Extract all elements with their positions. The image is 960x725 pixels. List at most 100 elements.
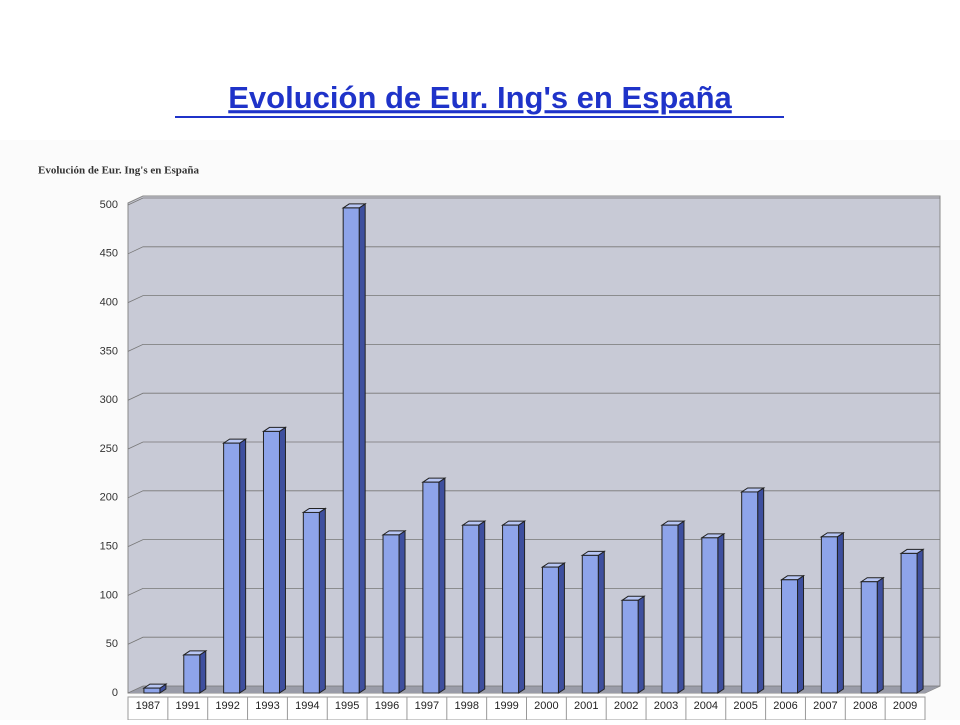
chart-title: Evolución de Eur. Ing's en España — [38, 165, 199, 177]
bar — [182, 650, 208, 694]
grid-line — [127, 490, 940, 499]
y-tick-label: 450 — [100, 248, 118, 260]
bar-face — [239, 438, 247, 694]
bar — [660, 520, 686, 694]
bar — [580, 550, 606, 694]
y-tick-label: 350 — [100, 345, 118, 357]
bar-face — [422, 481, 440, 694]
bar — [700, 532, 726, 694]
x-tick-label: 1987 — [136, 700, 160, 712]
bar-face — [518, 520, 526, 694]
bar-face — [502, 524, 520, 694]
y-tick-label: 250 — [100, 443, 118, 455]
y-tick-label: 500 — [100, 199, 118, 211]
x-tick-label: 1996 — [375, 700, 399, 712]
x-tick-label: 1991 — [176, 700, 200, 712]
grid-line — [127, 246, 940, 255]
bar — [859, 576, 885, 694]
x-tick-label: 1993 — [255, 700, 279, 712]
bar — [381, 529, 407, 694]
x-tick-label: 2008 — [853, 700, 877, 712]
bar — [421, 477, 447, 694]
bar-face — [797, 574, 805, 694]
bar — [620, 595, 646, 694]
grid-line — [127, 295, 940, 303]
bar-face — [199, 650, 207, 694]
bar-face — [900, 552, 918, 694]
bar-face — [382, 534, 400, 694]
bar-face — [781, 579, 799, 694]
bar-face — [860, 581, 878, 694]
bar-face — [637, 595, 645, 694]
bar-face — [836, 531, 844, 694]
bar-face — [581, 554, 599, 694]
slide-title: Evolución de Eur. Ing's en España — [228, 80, 732, 115]
y-tick-label: 50 — [106, 638, 118, 650]
bar-face — [462, 524, 480, 694]
bar-face — [358, 202, 366, 694]
bar-face — [223, 442, 241, 694]
x-tick-label: 2004 — [694, 700, 718, 712]
bar — [341, 202, 367, 694]
bar-face — [621, 599, 639, 694]
x-tick-label: 1999 — [494, 700, 518, 712]
x-tick-label: 2007 — [813, 700, 837, 712]
grid-line — [127, 441, 940, 450]
x-tick-label: 1998 — [454, 700, 478, 712]
bar-face — [741, 491, 759, 694]
bar — [899, 548, 925, 694]
bar-face — [438, 477, 446, 694]
bar-face — [278, 426, 286, 694]
bar — [779, 574, 806, 694]
bar — [819, 531, 846, 694]
bar — [142, 683, 168, 694]
bar-face — [757, 487, 765, 694]
x-tick-label: 2005 — [733, 700, 757, 712]
grid-line — [127, 343, 940, 352]
bar — [461, 520, 487, 694]
x-tick-label: 2009 — [893, 700, 917, 712]
grid-line — [127, 197, 940, 206]
bar-face — [701, 537, 719, 694]
x-tick-label: 2003 — [654, 700, 678, 712]
bar — [301, 507, 327, 694]
bar-face — [557, 562, 565, 694]
bar-face — [541, 566, 559, 694]
x-tick-label: 2002 — [614, 700, 638, 712]
y-tick-label: 300 — [100, 394, 118, 406]
bar-face — [478, 520, 486, 694]
bar — [740, 487, 766, 694]
bar-face — [183, 654, 201, 694]
x-tick-label: 1995 — [335, 700, 359, 712]
x-tick-label: 1992 — [215, 700, 239, 712]
bar — [221, 438, 248, 694]
bar-face — [717, 532, 725, 694]
bar-face — [262, 430, 280, 694]
bar-face — [143, 687, 161, 694]
bar-face — [398, 529, 406, 694]
x-tick-label: 2001 — [574, 700, 598, 712]
plot-area — [127, 195, 941, 694]
y-tick-label: 100 — [100, 589, 118, 601]
y-tick-label: 150 — [100, 541, 118, 553]
bar — [261, 426, 288, 694]
bar — [500, 520, 527, 694]
bar-face — [318, 507, 326, 694]
y-tick-label: 400 — [100, 297, 118, 309]
bar-face — [916, 548, 924, 694]
bar-face — [302, 511, 320, 694]
y-tick-label: 200 — [100, 492, 118, 504]
x-tick-label: 2006 — [773, 700, 797, 712]
x-tick-label: 1997 — [415, 700, 439, 712]
bar-face — [597, 550, 605, 694]
bar-face — [876, 576, 884, 694]
bar-face — [661, 524, 679, 694]
floor — [128, 686, 940, 693]
y-tick-label: 0 — [112, 687, 118, 699]
x-tick-label: 2000 — [534, 700, 558, 712]
bar — [540, 562, 567, 694]
x-tick-label: 1994 — [295, 700, 319, 712]
grid-line — [127, 392, 940, 401]
